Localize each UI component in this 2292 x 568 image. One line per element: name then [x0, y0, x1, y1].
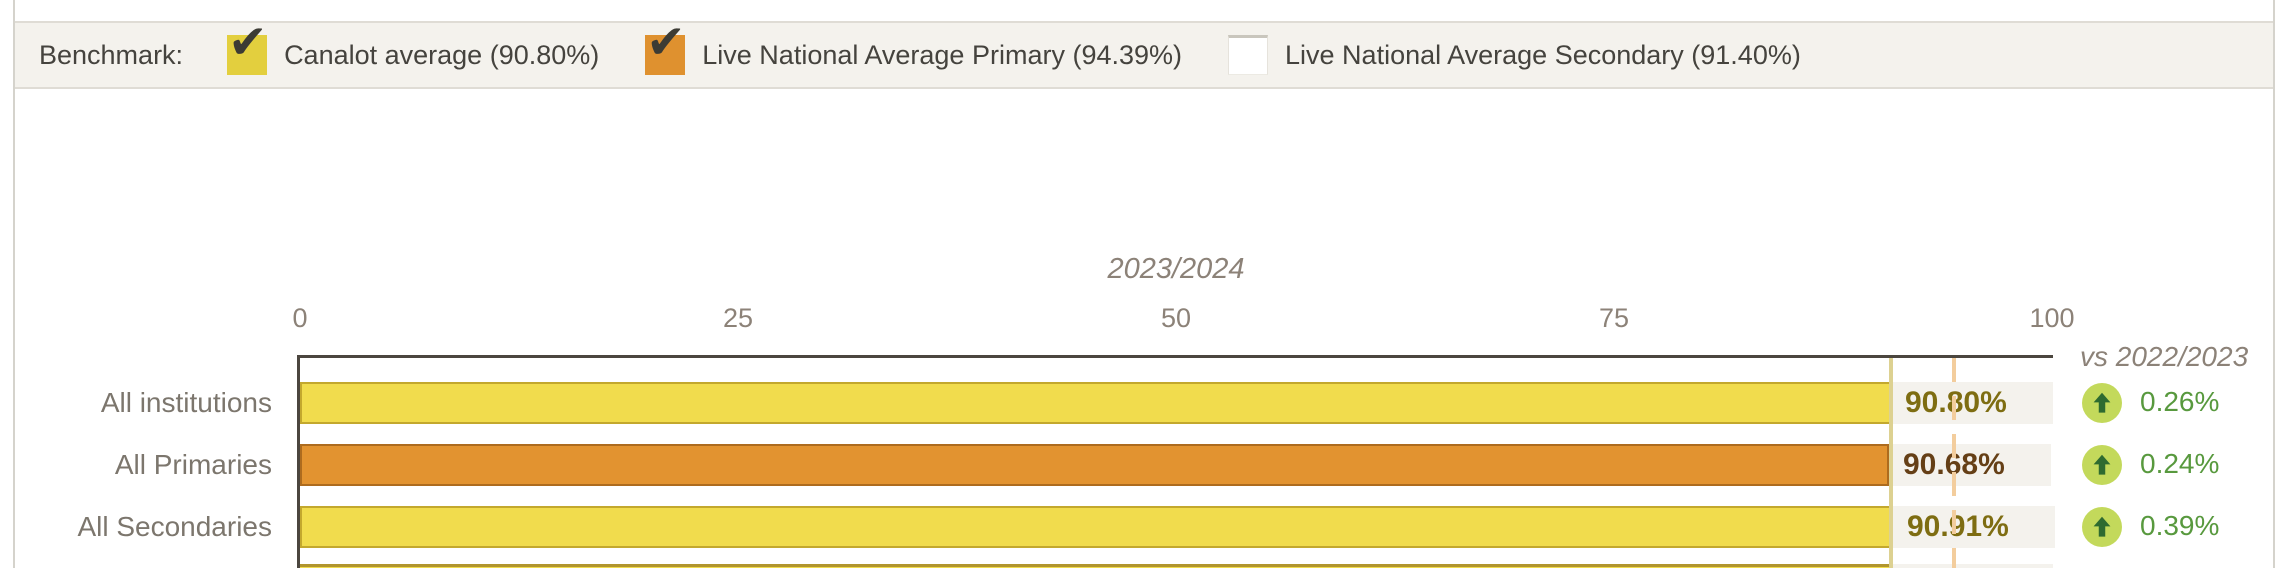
benchmark-legend-item[interactable]: ✔ Canalot average (90.80%) [227, 19, 600, 75]
x-axis-tick-label: 25 [722, 303, 754, 333]
bar-all-primaries[interactable] [300, 444, 1889, 486]
comparison-change-value: 0.39% [2140, 510, 2220, 541]
x-axis-tick-label: 50 [1160, 303, 1192, 333]
checked-checkbox-icon[interactable]: ✔ [645, 19, 686, 75]
benchmark-label: Benchmark: [39, 39, 184, 70]
benchmark-line-live-national-average-primary [1952, 358, 1956, 568]
value-label-box: 90.68% [1889, 444, 2051, 486]
x-axis-tick-label: 100 [2029, 303, 2075, 333]
category-label: All Secondaries [77, 511, 272, 542]
partial-bottom-value-box [1891, 564, 2053, 568]
bar-all-institutions[interactable] [300, 382, 1891, 424]
x-axis-line [300, 355, 2053, 358]
benchmark-legend-item[interactable]: ✔ Live National Average Primary (94.39%) [645, 19, 1183, 75]
checkmark-icon: ✔ [646, 15, 686, 70]
category-label: All institutions [100, 387, 272, 418]
benchmark-bar: Benchmark: ✔ Canalot average (90.80%) ✔ Liv… [15, 19, 2273, 89]
bar-value-label: 90.91% [1907, 510, 2009, 543]
benchmark-legend-label: Canalot average (90.80%) [284, 39, 600, 70]
comparison-change-value: 0.26% [2140, 386, 2220, 417]
partial-bottom-bar [300, 564, 1891, 568]
up-arrow-icon [2082, 383, 2122, 423]
chart-title: 2023/2024 [1107, 253, 1245, 285]
value-label-box: 90.91% [1893, 506, 2055, 548]
up-arrow-icon [2082, 445, 2122, 485]
checkmark-icon: ✔ [228, 15, 268, 70]
benchmark-legend-item[interactable]: Live National Average Secondary (91.40%) [1228, 35, 1801, 75]
category-label: All Primaries [114, 449, 272, 480]
bar-all-secondaries[interactable] [300, 506, 1893, 548]
y-axis-line [297, 355, 300, 568]
benchmark-legend-label: Live National Average Primary (94.39%) [702, 39, 1183, 70]
benchmark-legend-label: Live National Average Secondary (91.40%) [1285, 39, 1801, 70]
panel-right-border [2273, 0, 2275, 568]
checked-checkbox-icon[interactable]: ✔ [227, 19, 267, 75]
unchecked-checkbox-icon[interactable] [1228, 35, 1269, 75]
panel-left-border [13, 0, 15, 568]
x-axis-tick-label: 0 [292, 303, 308, 333]
value-label-box: 90.80% [1891, 382, 2053, 424]
x-axis-tick-label: 75 [1598, 303, 1630, 333]
up-arrow-icon [2082, 507, 2122, 547]
comparison-change-value: 0.24% [2140, 448, 2220, 479]
benchmark-line-canalot-average [1889, 358, 1893, 568]
comparison-column-header: vs 2022/2023 [2080, 341, 2249, 372]
